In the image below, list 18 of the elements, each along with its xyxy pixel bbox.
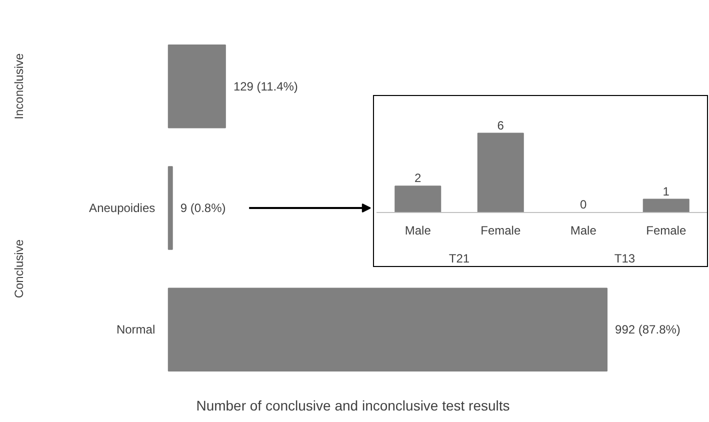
data-label: 1 <box>662 184 670 198</box>
y-tick-label: Normal <box>116 322 156 337</box>
x-tick-label: Male <box>404 224 432 238</box>
x-tick-label: Female <box>646 224 686 238</box>
x-axis-title: Number of conclusive and inconclusive test results <box>196 398 510 414</box>
y-tick-label: Aneupoidies <box>89 201 156 215</box>
data-label: 129 (11.4%) <box>233 79 298 94</box>
data-label: 9 (0.8%) <box>180 201 226 215</box>
data-label: 2 <box>414 171 422 186</box>
data-label: 6 <box>497 118 504 132</box>
x-tick-label: Male <box>570 224 597 238</box>
annotation: T21 <box>448 252 470 266</box>
text: Conclusive <box>12 239 26 298</box>
text: Inconclusive <box>12 52 26 120</box>
data-label: 0 <box>580 198 588 212</box>
text: T13 <box>614 252 636 266</box>
x-tick-label: Female <box>480 224 521 238</box>
data-label: 992 (87.8%) <box>615 322 680 337</box>
